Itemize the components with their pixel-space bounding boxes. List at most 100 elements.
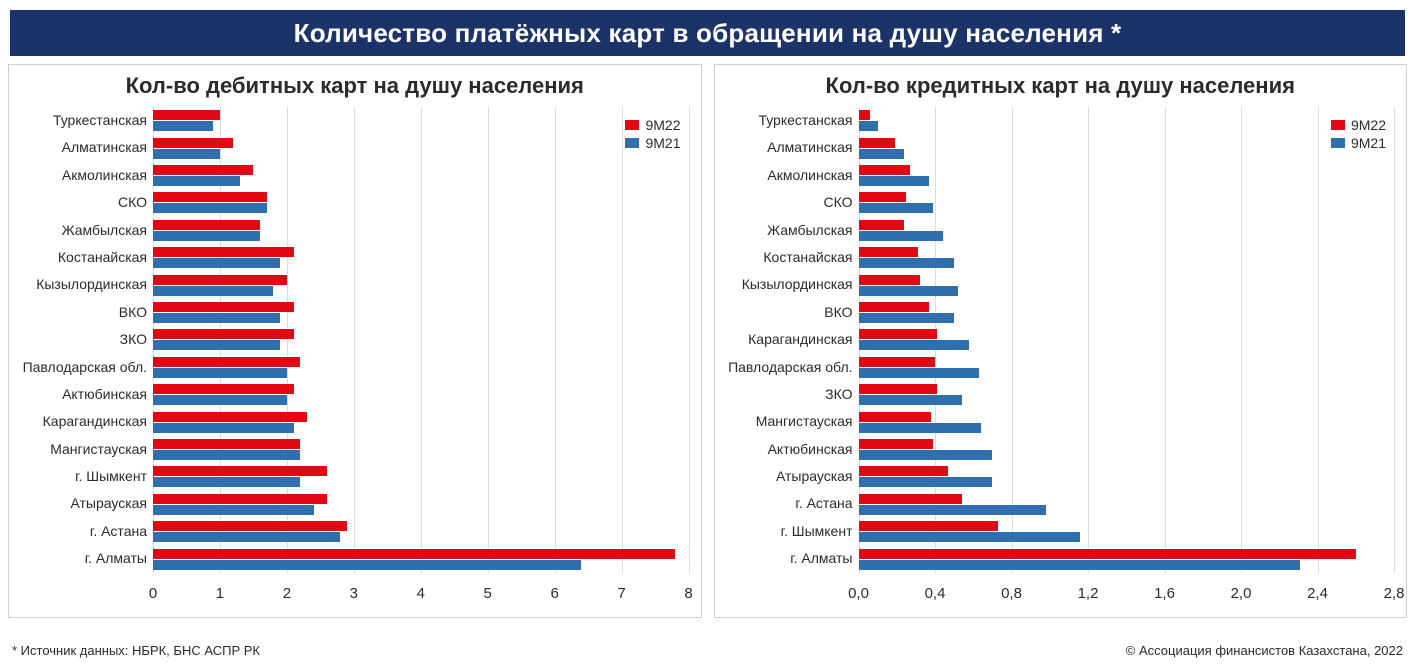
bar	[859, 450, 993, 460]
legend-row-s1: 9М22	[1331, 117, 1386, 133]
bar	[859, 368, 979, 378]
x-tick-label: 8	[684, 585, 692, 602]
bar	[153, 192, 267, 202]
legend-swatch-s1	[625, 120, 639, 130]
bar	[153, 466, 327, 476]
legend-label-s2: 9М21	[645, 135, 680, 151]
legend-row-s2: 9М21	[625, 135, 680, 151]
category-label: г. Шымкент	[21, 469, 147, 484]
bar	[859, 477, 993, 487]
category-label: Костанайская	[727, 250, 853, 265]
bar	[153, 231, 260, 241]
legend-swatch-s1	[1331, 120, 1345, 130]
bar	[153, 258, 280, 268]
bar	[153, 357, 300, 367]
bar	[859, 286, 958, 296]
plot-area-debit	[153, 107, 689, 573]
bar	[153, 247, 294, 257]
bar	[153, 532, 340, 542]
x-tick-label: 0,4	[925, 585, 946, 602]
category-label: Павлодарская обл.	[21, 360, 147, 375]
category-label: ВКО	[21, 305, 147, 320]
bar	[859, 439, 934, 449]
category-label: Карагандинская	[727, 332, 853, 347]
grid-line	[1088, 107, 1089, 573]
bar	[859, 395, 962, 405]
bar	[859, 258, 955, 268]
x-tick-label: 7	[617, 585, 625, 602]
chart-title-credit: Кол-во кредитных карт на душу населения	[727, 71, 1395, 107]
grid-line	[421, 107, 422, 573]
category-label: Акмолинская	[727, 168, 853, 183]
bar	[153, 423, 294, 433]
bar	[859, 560, 1301, 570]
grid-line	[555, 107, 556, 573]
plot-wrap-debit: ТуркестанскаяАлматинскаяАкмолинскаяСКОЖа…	[21, 107, 689, 583]
bar	[153, 275, 287, 285]
category-label: Костанайская	[21, 250, 147, 265]
category-label: Жамбылская	[727, 223, 853, 238]
bar	[153, 313, 280, 323]
bar	[859, 357, 936, 367]
bar	[153, 384, 294, 394]
bar	[153, 521, 347, 531]
bar	[153, 494, 327, 504]
bar	[153, 203, 267, 213]
plot-wrap-credit: ТуркестанскаяАлматинскаяАкмолинскаяСКОЖа…	[727, 107, 1395, 583]
infographic-root: Количество платёжных карт в обращении на…	[0, 10, 1415, 664]
footnote: * Источник данных: НБРК, БНС АСПР РК	[12, 643, 260, 658]
bar	[153, 176, 240, 186]
grid-line	[1241, 107, 1242, 573]
x-tick-label: 4	[417, 585, 425, 602]
x-tick-label: 1,6	[1154, 585, 1175, 602]
bar	[153, 149, 220, 159]
bar	[153, 450, 300, 460]
bar	[859, 121, 878, 131]
grid-line	[488, 107, 489, 573]
bar	[153, 220, 260, 230]
legend-row-s1: 9М22	[625, 117, 680, 133]
category-label: г. Астана	[21, 524, 147, 539]
chart-panel-credit: Кол-во кредитных карт на душу населения …	[714, 64, 1408, 618]
category-label: Атырауская	[727, 469, 853, 484]
y-labels-credit: ТуркестанскаяАлматинскаяАкмолинскаяСКОЖа…	[727, 107, 859, 573]
category-label: Туркестанская	[21, 113, 147, 128]
grid-line	[354, 107, 355, 573]
grid-line	[689, 107, 690, 573]
page-title-text: Количество платёжных карт в обращении на…	[294, 18, 1122, 49]
bar	[859, 313, 955, 323]
bar	[859, 192, 907, 202]
bar	[153, 560, 581, 570]
bar	[859, 466, 949, 476]
bar	[153, 505, 314, 515]
grid-line	[1012, 107, 1013, 573]
category-label: ЗКО	[21, 332, 147, 347]
x-tick-label: 0,8	[1001, 585, 1022, 602]
category-label: Мангистауская	[727, 414, 853, 429]
bar	[859, 302, 930, 312]
category-label: СКО	[727, 195, 853, 210]
bar	[153, 395, 287, 405]
category-label: Актюбинская	[727, 442, 853, 457]
bar	[859, 231, 943, 241]
legend-label-s1: 9М22	[1351, 117, 1386, 133]
legend-swatch-s2	[1331, 138, 1345, 148]
copyright: © Ассоциация финансистов Казахстана, 202…	[1126, 643, 1403, 658]
bar	[859, 247, 918, 257]
category-label: ВКО	[727, 305, 853, 320]
bar	[153, 302, 294, 312]
category-label: Атырауская	[21, 496, 147, 511]
bar	[153, 286, 273, 296]
bar	[859, 423, 981, 433]
legend-debit: 9М22 9М21	[625, 117, 680, 153]
legend-label-s2: 9М21	[1351, 135, 1386, 151]
bar	[153, 549, 675, 559]
category-label: Кызылординская	[21, 277, 147, 292]
bar	[859, 340, 970, 350]
bar	[859, 220, 905, 230]
bar	[859, 505, 1046, 515]
x-tick-label: 2	[283, 585, 291, 602]
bar	[153, 329, 294, 339]
category-label: г. Алматы	[21, 551, 147, 566]
bar	[153, 110, 220, 120]
